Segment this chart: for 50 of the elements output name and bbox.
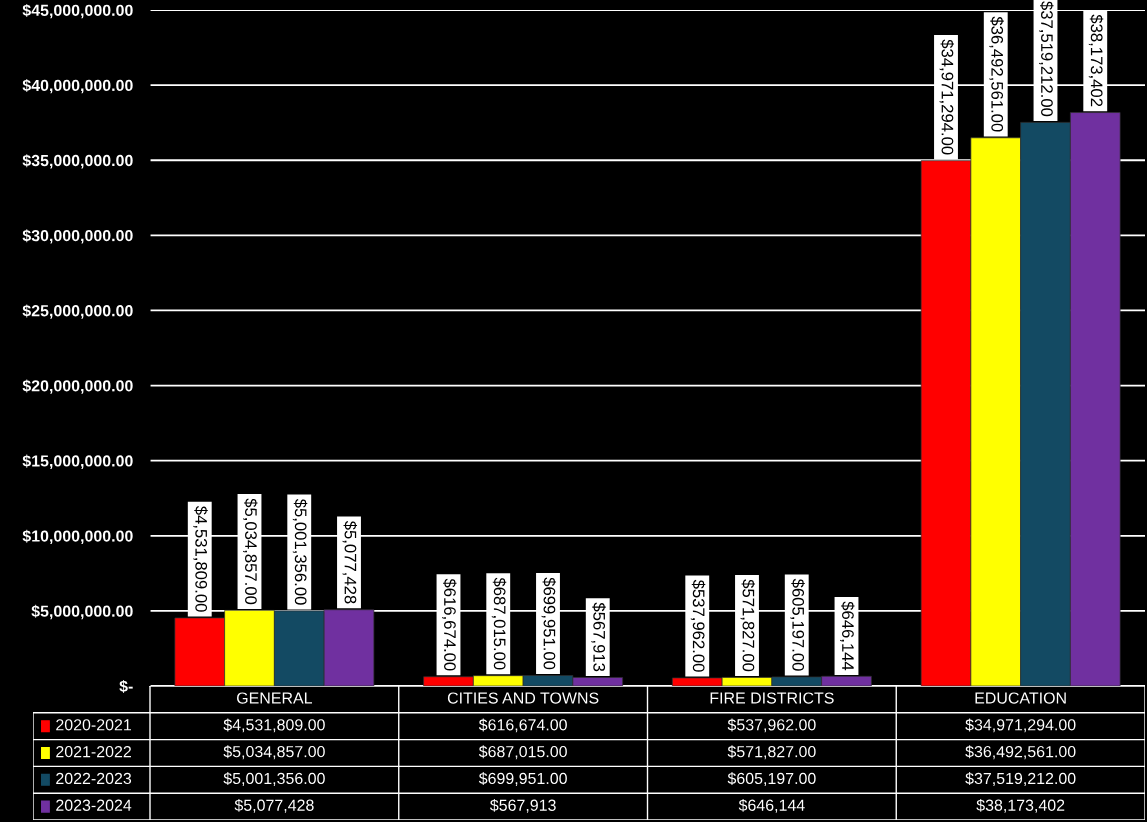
data-label: $537,962.00 <box>727 718 816 733</box>
legend-label: 2021-2022 <box>56 745 131 758</box>
y-tick-label: $10,000,000.00 <box>22 529 133 545</box>
data-label: $616,674.00 <box>478 718 567 733</box>
data-label: $567,913 <box>489 798 556 813</box>
text: $605,197.00 <box>790 578 805 671</box>
text: $5,001,356.00 <box>292 498 308 605</box>
x-tick-label: CITIES AND TOWNS <box>447 692 599 704</box>
data-label: $687,015.00 <box>478 745 567 760</box>
text: $616,674.00 <box>442 578 457 671</box>
text: $34,971,294.00 <box>939 39 955 155</box>
legend-label: 2023-2024 <box>56 799 132 811</box>
data-label: $5,077,428 <box>234 798 314 813</box>
y-tick-label: $20,000,000.00 <box>22 379 133 394</box>
data-label: $646,144 <box>738 798 805 813</box>
text: $38,173,402 <box>1088 14 1104 107</box>
text: $571,827.00 <box>740 579 756 672</box>
data-label: $4,531,809.00 <box>223 718 325 733</box>
text: $5,034,857.00 <box>243 498 258 605</box>
text: $687,015.00 <box>491 577 507 670</box>
x-tick-label: GENERAL <box>237 692 313 704</box>
x-tick-label: FIRE DISTRICTS <box>710 692 834 704</box>
data-label: $36,492,561.00 <box>965 745 1076 760</box>
legend-label: 2020-2021 <box>56 719 131 731</box>
data-label: $571,827.00 <box>727 745 816 760</box>
y-tick-label: $35,000,000.00 <box>22 154 133 169</box>
data-label: $37,519,212.00 <box>965 772 1076 786</box>
text: $5,077,428 <box>342 520 358 604</box>
text: $567,913 <box>591 602 606 672</box>
data-label: $699,951.00 <box>478 772 567 786</box>
text: $699,951.00 <box>541 577 557 670</box>
y-tick-label: $30,000,000.00 <box>22 229 133 244</box>
text: $36,492,561.00 <box>989 16 1004 132</box>
y-tick-label: $25,000,000.00 <box>22 304 133 319</box>
y-tick-label: $- <box>119 679 133 693</box>
text: $646,144 <box>840 601 855 671</box>
legend-label: 2022-2023 <box>56 772 132 785</box>
data-label: $34,971,294.00 <box>965 718 1076 733</box>
text: $537,962.00 <box>690 579 706 672</box>
y-tick-label: $45,000,000.00 <box>22 3 133 19</box>
text: $4,531,809.00 <box>193 505 208 612</box>
data-label: $605,197.00 <box>727 772 816 786</box>
y-tick-label: $15,000,000.00 <box>22 454 133 469</box>
y-tick-label: $40,000,000.00 <box>22 79 133 94</box>
x-tick-label: EDUCATION <box>975 692 1066 704</box>
y-tick-label: $5,000,000.00 <box>31 604 133 620</box>
data-label: $5,001,356.00 <box>223 772 325 786</box>
data-label: $38,173,402 <box>976 798 1065 813</box>
data-label: $5,034,857.00 <box>223 745 325 760</box>
text: $37,519,212.00 <box>1039 1 1054 117</box>
